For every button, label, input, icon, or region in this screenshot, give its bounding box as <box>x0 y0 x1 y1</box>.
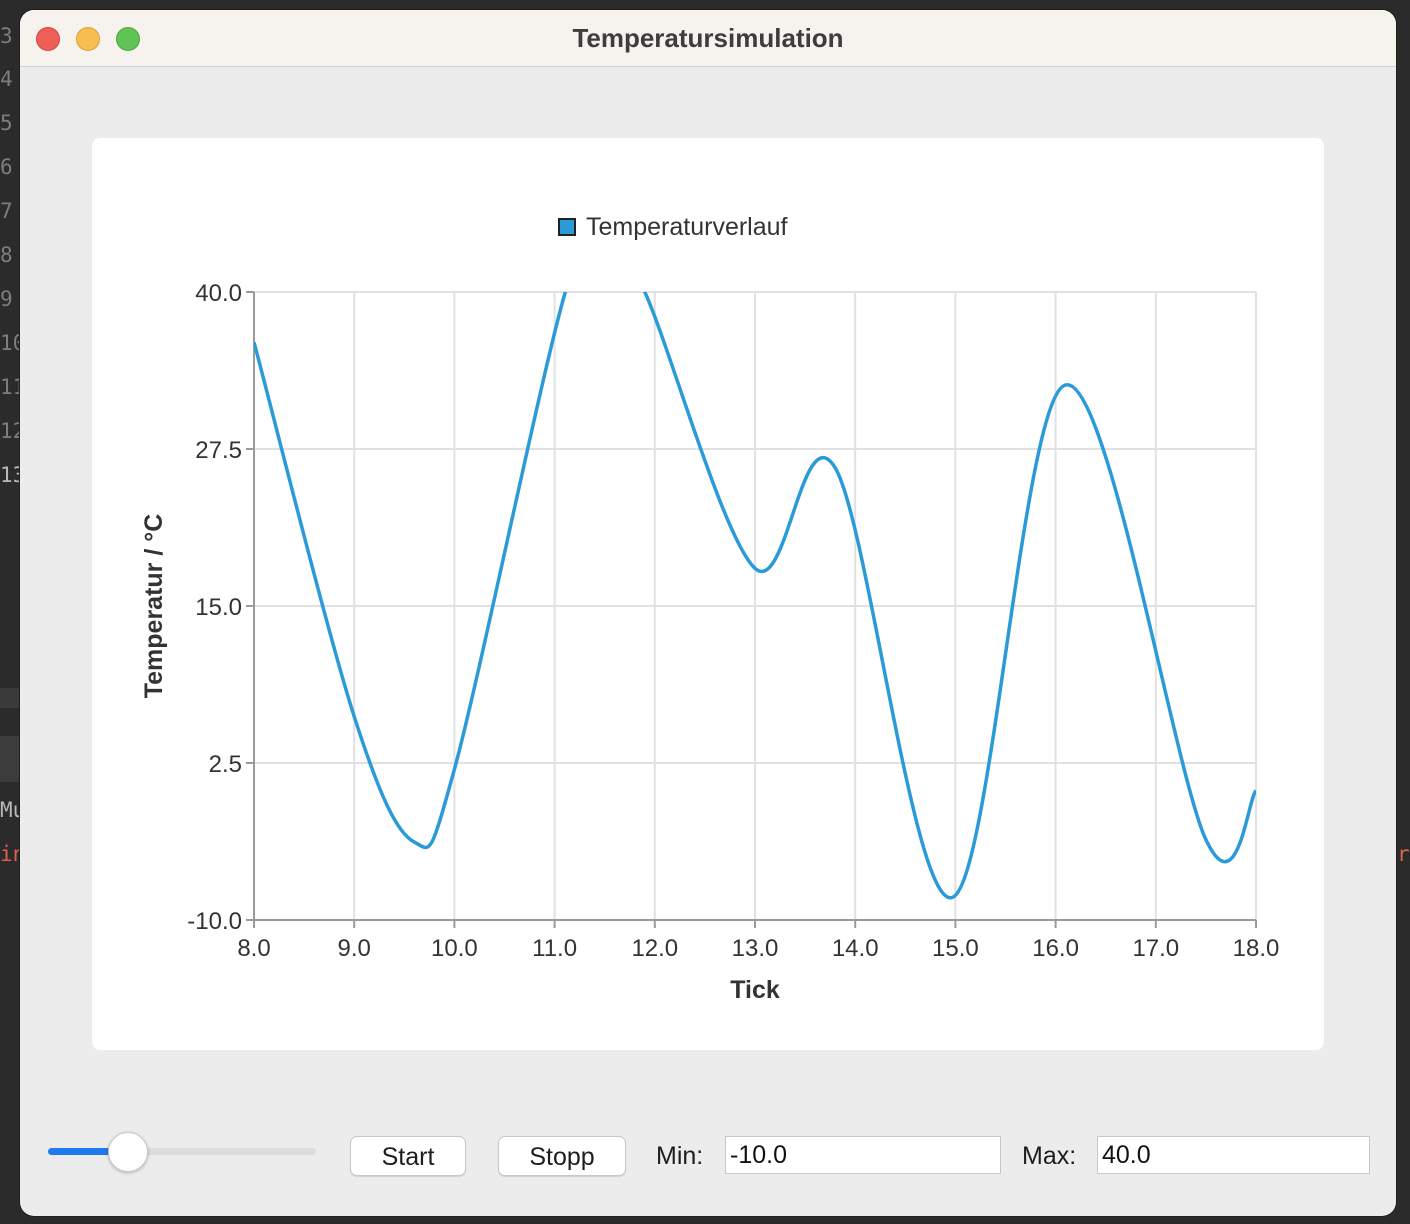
maximize-window-button[interactable] <box>116 27 140 51</box>
minimize-window-button[interactable] <box>76 27 100 51</box>
close-window-button[interactable] <box>36 27 60 51</box>
editor-right-edge <box>1396 0 1410 1224</box>
min-label: Min: <box>656 1142 704 1170</box>
gutter-line-number: 4 <box>0 67 13 91</box>
app-window: Temperatursimulation 8.0 9.0 10.0 11.0 12.0 1… <box>20 10 1396 1216</box>
x-tick-label: 14.0 <box>832 935 879 962</box>
gutter-line-number: 7 <box>0 199 13 223</box>
y-tick-label: 40.0 <box>195 280 242 307</box>
y-tick-label: -10.0 <box>187 908 242 935</box>
series-line-temperaturverlauf <box>254 292 1256 900</box>
max-field[interactable] <box>1097 1136 1370 1174</box>
speed-slider[interactable] <box>48 1132 318 1172</box>
slider-thumb[interactable] <box>108 1132 148 1172</box>
slider-fill <box>48 1148 128 1155</box>
legend-swatch <box>558 218 576 236</box>
stop-button[interactable]: Stopp <box>498 1136 626 1176</box>
x-tick-label: 12.0 <box>631 935 678 962</box>
min-field[interactable] <box>725 1136 1001 1174</box>
console-line-error: re <box>1397 842 1410 866</box>
chart-panel: 8.0 9.0 10.0 11.0 12.0 13.0 14.0 15.0 16.0 17.0 18… <box>92 138 1324 1050</box>
x-tick-label: 8.0 <box>237 935 270 962</box>
y-axis-title: Temperatur / °C <box>140 514 168 699</box>
x-axis-title: Tick <box>730 976 780 1004</box>
start-button[interactable]: Start <box>350 1136 466 1176</box>
gutter-line-number: 11 <box>0 375 26 399</box>
gutter-line-number: 10 <box>0 331 26 355</box>
slider-track[interactable] <box>48 1148 316 1155</box>
x-tick-label: 16.0 <box>1032 935 1079 962</box>
y-tick-label: 27.5 <box>195 437 242 464</box>
x-tick-label: 9.0 <box>338 935 371 962</box>
gutter-line-number: 5 <box>0 111 13 135</box>
gutter-line-number: 12 <box>0 419 26 443</box>
gutter-line-number: 9 <box>0 287 13 311</box>
gutter-line-number: 3 <box>0 24 13 48</box>
x-tick-label: 18.0 <box>1233 935 1280 962</box>
title-bar: Temperatursimulation <box>20 10 1396 67</box>
x-tick-label: 17.0 <box>1132 935 1179 962</box>
max-label: Max: <box>1022 1142 1077 1170</box>
x-tick-label: 13.0 <box>732 935 779 962</box>
editor-panel-divider <box>0 688 22 708</box>
temperature-chart: 8.0 9.0 10.0 11.0 12.0 13.0 14.0 15.0 16.0 17.0 18… <box>140 213 1280 1004</box>
editor-gutter <box>0 0 22 1224</box>
gutter-line-number: 13 <box>0 463 26 487</box>
window-title: Temperatursimulation <box>572 23 844 53</box>
console-line-error: in <box>0 842 22 866</box>
y-tick-label: 2.5 <box>209 751 242 778</box>
gutter-line-number: 8 <box>0 243 13 267</box>
y-tick-label: 15.0 <box>195 594 242 621</box>
editor-panel-header <box>0 736 22 782</box>
legend-label: Temperaturverlauf <box>586 213 788 241</box>
console-line: Mu <box>0 798 22 822</box>
x-tick-label: 11.0 <box>532 935 577 962</box>
x-tick-label: 10.0 <box>431 935 478 962</box>
gutter-line-number: 6 <box>0 155 13 179</box>
x-tick-label: 15.0 <box>932 935 979 962</box>
